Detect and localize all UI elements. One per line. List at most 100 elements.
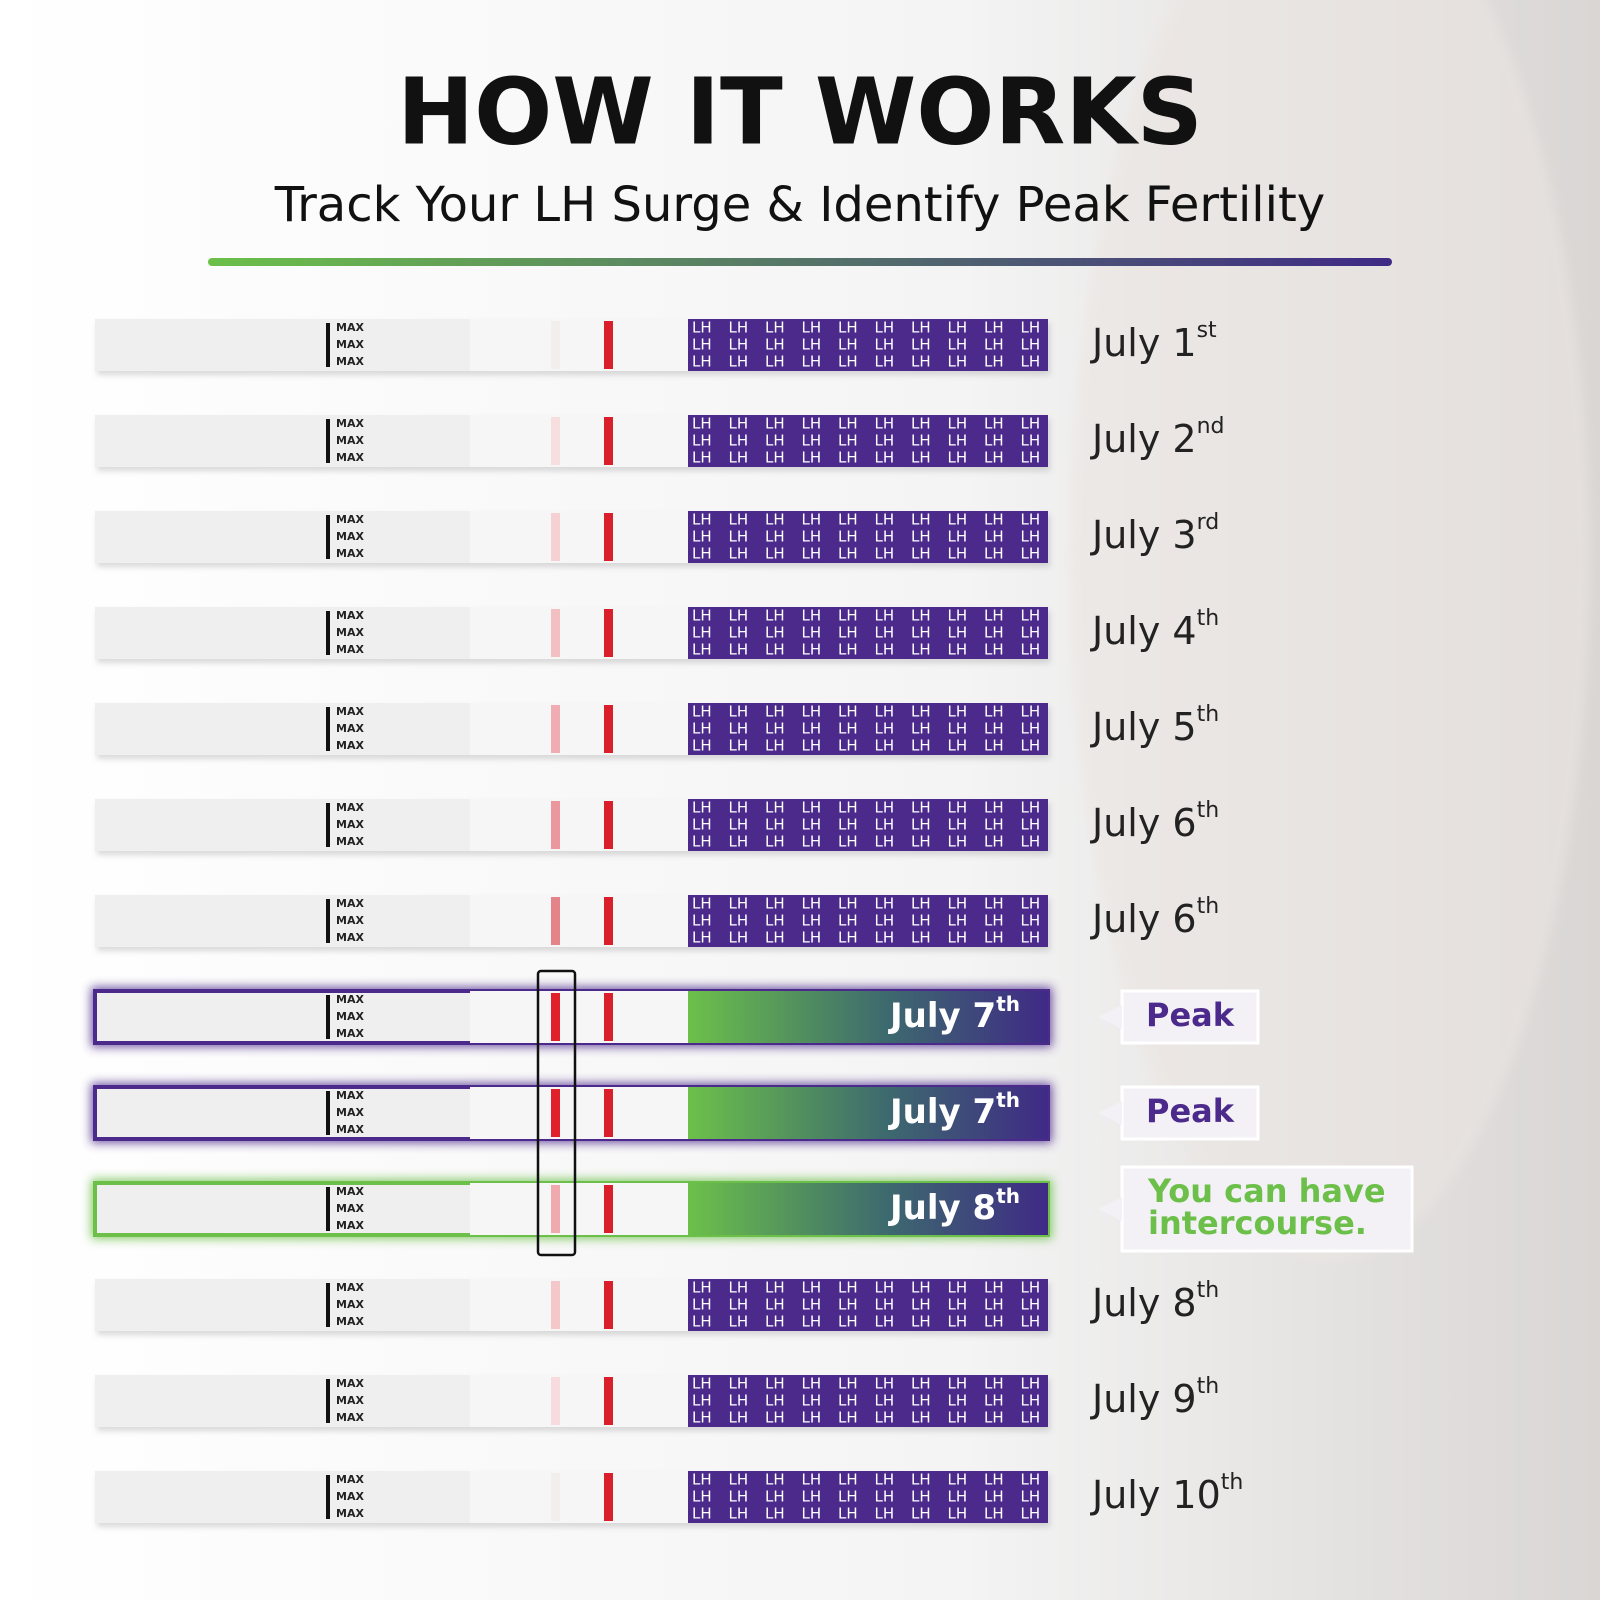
lh-label: LH (984, 929, 1004, 947)
lh-label: LH (1021, 415, 1041, 433)
strip-window (470, 1087, 690, 1139)
lh-label: LH (1021, 929, 1041, 947)
lh-label: LH (948, 336, 968, 354)
lh-label: LH (729, 833, 749, 851)
lh-label: LH (838, 607, 858, 625)
lh-label: LH (729, 545, 749, 563)
lh-label: LH (802, 912, 822, 930)
lh-label: LH (911, 1488, 931, 1506)
lh-label: LH (838, 895, 858, 913)
lh-label: LH (729, 1296, 749, 1314)
lh-label: LH (765, 1471, 785, 1489)
lh-label: LH (729, 703, 749, 721)
lh-label: LH (984, 1471, 1004, 1489)
control-line (604, 1281, 613, 1329)
lh-label: LH (1021, 511, 1041, 529)
lh-label: LH (765, 816, 785, 834)
lh-label: LH (838, 1409, 858, 1427)
date-text: July 8 (888, 1188, 996, 1228)
date-ordinal: th (996, 992, 1020, 1016)
test-line (551, 897, 560, 945)
date-ordinal: th (996, 1184, 1020, 1208)
strip-date: July 2nd (1090, 414, 1225, 461)
lh-label: LH (911, 929, 931, 947)
max-label: MAX (336, 1315, 364, 1328)
max-label: MAX (336, 1185, 364, 1198)
lh-label: LH (729, 1471, 749, 1489)
max-label: MAX (336, 626, 364, 639)
max-bar (326, 1091, 330, 1135)
lh-label: LH (948, 1505, 968, 1523)
lh-label: LH (911, 1279, 931, 1297)
lh-label: LH (765, 1392, 785, 1410)
lh-label: LH (1021, 895, 1041, 913)
lh-label: LH (692, 929, 712, 947)
lh-label: LH (875, 1505, 895, 1523)
lh-label: LH (802, 432, 822, 450)
lh-label: LH (838, 1471, 858, 1489)
background-figure (1070, 0, 1590, 1260)
lh-label: LH (948, 432, 968, 450)
lh-label: LH (911, 545, 931, 563)
lh-label: LH (875, 912, 895, 930)
lh-label: LH (692, 641, 712, 659)
lh-label: LH (1021, 545, 1041, 563)
strip-window (470, 415, 690, 467)
lh-label: LH (729, 737, 749, 755)
lh-label: LH (802, 336, 822, 354)
lh-label: LH (984, 353, 1004, 371)
lh-label: LH (729, 1375, 749, 1393)
lh-label: LH (765, 353, 785, 371)
max-label: MAX (336, 321, 364, 334)
lh-label: LH (948, 1471, 968, 1489)
lh-label: LH (692, 1296, 712, 1314)
lh-label: LH (948, 1279, 968, 1297)
strip-date: July 7th (888, 1088, 1020, 1132)
callout: Peak (1098, 989, 1260, 1045)
strip-window (470, 319, 690, 371)
lh-label: LH (838, 1279, 858, 1297)
lh-panel (688, 703, 1048, 755)
date-panel (688, 1183, 1048, 1235)
lh-label: LH (1021, 737, 1041, 755)
max-label: MAX (336, 1089, 364, 1102)
test-line (551, 1377, 560, 1425)
lh-panel (688, 895, 1048, 947)
strip-window (470, 1375, 690, 1427)
lh-label: LH (802, 737, 822, 755)
control-line (604, 513, 613, 561)
lh-label: LH (948, 816, 968, 834)
lh-label: LH (1021, 528, 1041, 546)
lh-label: LH (802, 720, 822, 738)
control-line (604, 1473, 613, 1521)
lh-label: LH (729, 624, 749, 642)
callout-pointer (1098, 1197, 1122, 1221)
test-line (551, 801, 560, 849)
lh-label: LH (875, 1471, 895, 1489)
lh-label: LH (948, 1313, 968, 1331)
date-text: July 3 (1090, 513, 1197, 557)
max-bar (326, 419, 330, 463)
date-text: July 7 (888, 996, 996, 1036)
date-text: July 8 (1090, 1281, 1197, 1325)
lh-label: LH (729, 353, 749, 371)
lh-label: LH (838, 703, 858, 721)
lh-label: LH (802, 449, 822, 467)
lh-label: LH (765, 415, 785, 433)
control-line (604, 1377, 613, 1425)
lh-label: LH (911, 737, 931, 755)
lh-label: LH (729, 1392, 749, 1410)
max-bar (326, 899, 330, 943)
max-label: MAX (336, 931, 364, 944)
max-label: MAX (336, 451, 364, 464)
max-label: MAX (336, 1106, 364, 1119)
lh-label: LH (911, 319, 931, 337)
lh-label: LH (692, 1505, 712, 1523)
lh-label: LH (875, 432, 895, 450)
lh-label: LH (911, 432, 931, 450)
lh-label: LH (1021, 607, 1041, 625)
lh-label: LH (875, 929, 895, 947)
lh-label: LH (765, 833, 785, 851)
test-line (551, 417, 560, 465)
lh-label: LH (948, 799, 968, 817)
